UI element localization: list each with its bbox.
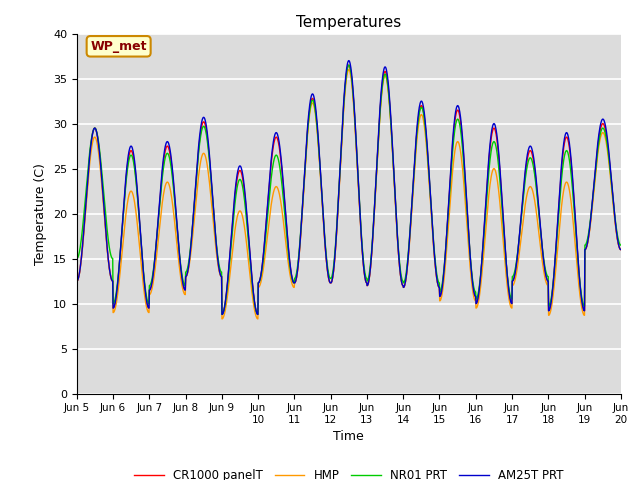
NR01 PRT bbox=[194, 158, 202, 164]
AM25T PRT bbox=[218, 312, 226, 317]
NR01 PRT bbox=[73, 256, 81, 262]
NR01 PRT bbox=[255, 279, 263, 285]
HMP bbox=[255, 284, 263, 290]
AM25T PRT bbox=[505, 288, 513, 294]
Text: WP_met: WP_met bbox=[90, 40, 147, 53]
NR01 PRT bbox=[218, 312, 226, 317]
NR01 PRT bbox=[617, 242, 625, 248]
CR1000 panelT bbox=[505, 289, 513, 295]
CR1000 panelT bbox=[255, 279, 263, 285]
Line: NR01 PRT: NR01 PRT bbox=[77, 65, 621, 314]
Line: AM25T PRT: AM25T PRT bbox=[77, 60, 621, 314]
HMP bbox=[345, 67, 353, 72]
AM25T PRT bbox=[345, 58, 353, 63]
CR1000 panelT bbox=[617, 247, 625, 252]
NR01 PRT bbox=[180, 282, 188, 288]
HMP bbox=[553, 253, 561, 259]
Title: Temperatures: Temperatures bbox=[296, 15, 401, 30]
Line: CR1000 panelT: CR1000 panelT bbox=[77, 65, 621, 314]
Legend: CR1000 panelT, HMP, NR01 PRT, AM25T PRT: CR1000 panelT, HMP, NR01 PRT, AM25T PRT bbox=[129, 464, 568, 480]
CR1000 panelT bbox=[434, 281, 442, 287]
CR1000 panelT bbox=[180, 287, 188, 292]
Line: HMP: HMP bbox=[77, 70, 621, 319]
NR01 PRT bbox=[434, 277, 442, 283]
AM25T PRT bbox=[553, 229, 561, 235]
AM25T PRT bbox=[73, 278, 81, 284]
AM25T PRT bbox=[180, 287, 188, 292]
AM25T PRT bbox=[617, 247, 625, 252]
X-axis label: Time: Time bbox=[333, 431, 364, 444]
HMP bbox=[194, 180, 202, 186]
CR1000 panelT bbox=[73, 278, 81, 284]
NR01 PRT bbox=[553, 235, 561, 240]
CR1000 panelT bbox=[345, 62, 353, 68]
CR1000 panelT bbox=[553, 231, 561, 237]
NR01 PRT bbox=[345, 62, 353, 68]
CR1000 panelT bbox=[194, 156, 202, 162]
NR01 PRT bbox=[505, 286, 513, 291]
HMP bbox=[434, 281, 442, 287]
HMP bbox=[180, 291, 188, 297]
AM25T PRT bbox=[194, 153, 202, 158]
AM25T PRT bbox=[255, 279, 263, 285]
HMP bbox=[218, 316, 226, 322]
HMP bbox=[73, 278, 81, 284]
Y-axis label: Temperature (C): Temperature (C) bbox=[35, 163, 47, 264]
CR1000 panelT bbox=[218, 312, 226, 317]
HMP bbox=[505, 296, 513, 301]
HMP bbox=[617, 247, 625, 252]
AM25T PRT bbox=[434, 281, 442, 287]
